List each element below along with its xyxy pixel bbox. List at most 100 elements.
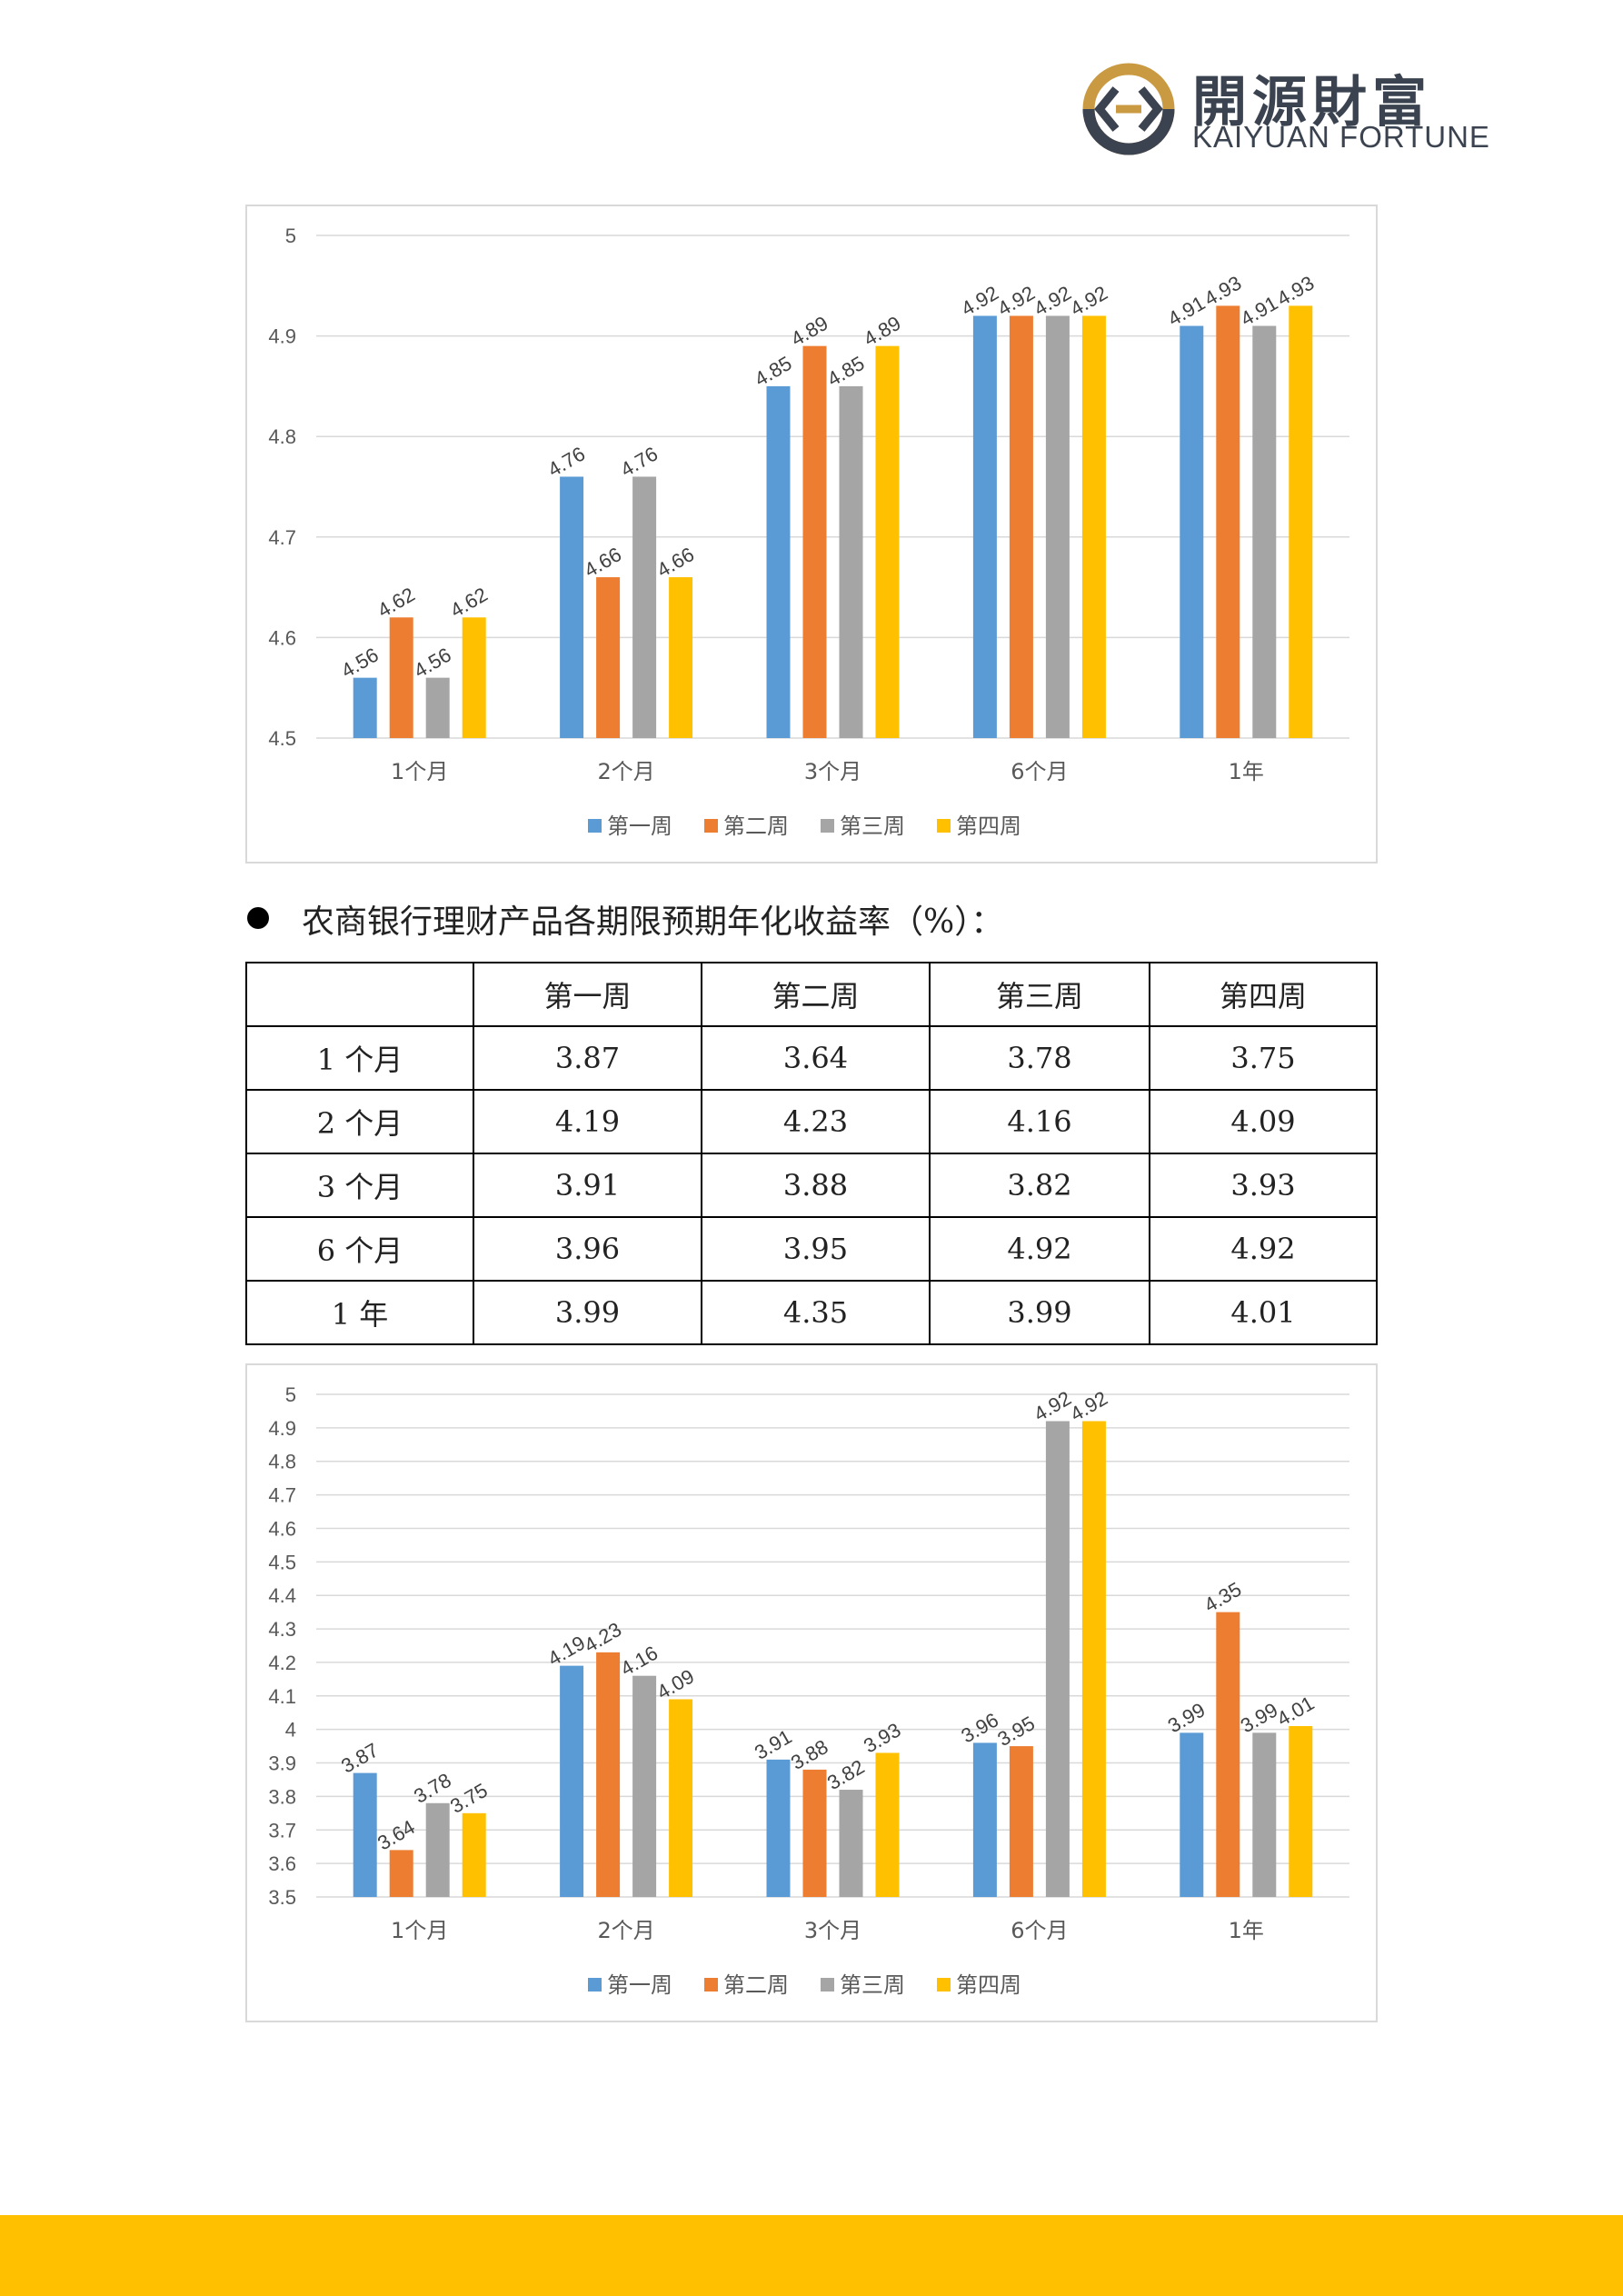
table-cell: 3.78 [929, 1025, 1150, 1091]
table-cell: 3.87 [473, 1025, 702, 1091]
data-label: 4.89 [860, 312, 905, 351]
table-row: 2 个月 4.19 4.23 4.16 4.09 [245, 1089, 1378, 1154]
brand-logo-icon [1082, 63, 1175, 155]
table-cell: 1 年 [245, 1280, 474, 1345]
bar [1045, 315, 1070, 738]
bar [669, 1699, 693, 1897]
x-tick-label: 2个月 [597, 1918, 654, 1943]
legend-label: 第一周 [607, 1972, 672, 1998]
legend-label: 第二周 [723, 1972, 789, 1998]
x-tick-label: 1个月 [391, 759, 448, 784]
bar [389, 1850, 413, 1897]
data-label: 4.85 [751, 352, 796, 391]
bar [1289, 305, 1313, 738]
table-cell: 4.01 [1149, 1280, 1378, 1345]
section-title-text: 农商银行理财产品各期限预期年化收益率（%）： [302, 903, 1004, 941]
data-label: 4.62 [446, 583, 492, 622]
data-label: 4.66 [653, 543, 699, 582]
bar [1081, 1421, 1106, 1897]
data-label: 4.92 [1066, 1386, 1111, 1425]
bar [462, 617, 486, 738]
table-cell: 6 个月 [245, 1216, 474, 1282]
table-row: 1 个月 3.87 3.64 3.78 3.75 [245, 1025, 1378, 1091]
legend-label: 第二周 [723, 814, 789, 839]
data-label: 3.88 [787, 1735, 832, 1774]
data-label: 3.82 [823, 1755, 869, 1794]
data-label: 4.16 [617, 1642, 662, 1681]
bar [669, 577, 693, 738]
data-label: 4.93 [1200, 271, 1246, 310]
table-header-cell: 第四周 [1149, 962, 1378, 1027]
table-cell: 3.99 [929, 1280, 1150, 1345]
data-label: 4.89 [787, 312, 832, 351]
y-tick-label: 4.6 [268, 626, 296, 649]
x-tick-label: 1年 [1229, 1918, 1264, 1943]
table-cell: 1 个月 [245, 1025, 474, 1091]
data-label: 3.87 [337, 1739, 383, 1778]
bar [1180, 325, 1204, 738]
table-header-cell: 第一周 [473, 962, 702, 1027]
table-header-cell: 第二周 [701, 962, 931, 1027]
legend-swatch [704, 819, 718, 833]
bar [875, 1752, 900, 1897]
table-cell: 3.96 [473, 1216, 702, 1282]
data-label: 4.85 [823, 352, 869, 391]
y-tick-label: 4.5 [268, 727, 296, 750]
bar [839, 1790, 863, 1897]
data-label: 3.93 [860, 1718, 905, 1757]
y-tick-label: 4.7 [268, 1484, 296, 1507]
bar [1081, 315, 1106, 738]
data-label: 4.56 [410, 644, 455, 683]
bar [972, 315, 997, 738]
y-tick-label: 5 [285, 225, 296, 247]
y-tick-label: 4.5 [268, 1551, 296, 1573]
legend-swatch [821, 1978, 834, 1992]
yield-chart-2: 3.5 3.6 3.7 3.8 3.9 4 4.1 4.2 4.3 4.4 4.5 4.6 4.7 4.8… [245, 1363, 1378, 2022]
brand-name-cn: 開源財富 [1192, 71, 1432, 135]
table-cell: 4.16 [929, 1089, 1150, 1154]
table-cell: 3.75 [1149, 1025, 1378, 1091]
table-cell: 3.95 [701, 1216, 931, 1282]
footer-bar [0, 2215, 1623, 2296]
bar [1009, 1746, 1033, 1897]
bar [632, 1675, 657, 1897]
legend-swatch [588, 819, 602, 833]
bar [560, 1665, 584, 1897]
table-header-row: 第一周 第二周 第三周 第四周 [245, 962, 1378, 1027]
table-header-cell [245, 962, 474, 1027]
bar [875, 345, 900, 738]
y-tick-label: 4.7 [268, 526, 296, 549]
bar [596, 577, 621, 738]
bar [802, 345, 827, 738]
table-row: 3 个月 3.91 3.88 3.82 3.93 [245, 1153, 1378, 1218]
table-cell: 3.64 [701, 1025, 931, 1091]
bar [462, 1812, 486, 1897]
x-tick-label: 1年 [1229, 759, 1264, 784]
legend-label: 第三周 [840, 1972, 905, 1998]
y-tick-label: 4.4 [268, 1584, 296, 1607]
table-cell: 4.19 [473, 1089, 702, 1154]
bar [353, 1772, 377, 1897]
table-row: 1 年 3.99 4.35 3.99 4.01 [245, 1280, 1378, 1345]
y-tick-label: 4.8 [268, 425, 296, 448]
legend-label: 第四周 [956, 814, 1021, 839]
data-label: 4.01 [1273, 1692, 1319, 1731]
data-label: 4.91 [1237, 292, 1282, 331]
bar [596, 1652, 621, 1897]
bar [425, 677, 450, 738]
bar [353, 677, 377, 738]
y-tick-label: 4.9 [268, 1417, 296, 1440]
data-label: 3.75 [446, 1779, 492, 1818]
data-label: 4.62 [373, 583, 419, 622]
table-row: 6 个月 3.96 3.95 4.92 4.92 [245, 1216, 1378, 1282]
rates-table: 第一周 第二周 第三周 第四周 1 个月 3.87 3.64 3.78 3.75… [245, 962, 1378, 1345]
data-label: 4.09 [653, 1664, 699, 1703]
data-label: 4.91 [1164, 292, 1210, 331]
data-label: 4.92 [1066, 281, 1111, 320]
table-cell: 3.99 [473, 1280, 702, 1345]
y-tick-label: 3.5 [268, 1886, 296, 1909]
legend-swatch [821, 819, 834, 833]
y-tick-label: 3.8 [268, 1785, 296, 1808]
x-tick-label: 3个月 [804, 1918, 861, 1943]
y-tick-label: 4.1 [268, 1685, 296, 1708]
